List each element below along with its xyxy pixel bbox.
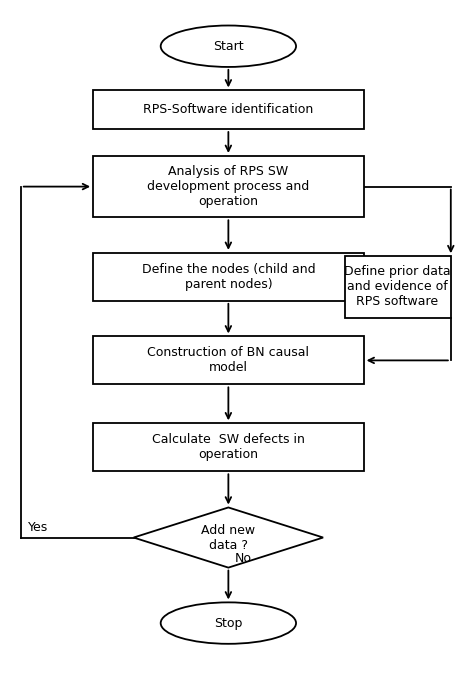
Ellipse shape — [161, 26, 296, 67]
Bar — [93, 90, 364, 129]
Bar — [345, 256, 451, 317]
Polygon shape — [133, 508, 323, 568]
Bar — [93, 423, 364, 471]
Text: No: No — [235, 553, 252, 565]
Bar — [93, 156, 364, 217]
Text: Define the nodes (child and
parent nodes): Define the nodes (child and parent nodes… — [141, 263, 315, 291]
Bar — [93, 336, 364, 384]
Text: Define prior data
and evidence of
RPS software: Define prior data and evidence of RPS so… — [344, 266, 451, 309]
Text: Analysis of RPS SW
development process and
operation: Analysis of RPS SW development process a… — [147, 165, 310, 208]
Text: Construction of BN causal
model: Construction of BN causal model — [147, 346, 309, 374]
Text: Add new
data ?: Add new data ? — [201, 524, 255, 551]
Text: Calculate  SW defects in
operation: Calculate SW defects in operation — [152, 433, 305, 461]
Text: Start: Start — [213, 40, 244, 53]
Text: Stop: Stop — [214, 617, 243, 630]
Bar — [93, 253, 364, 301]
Text: RPS-Software identification: RPS-Software identification — [143, 103, 313, 116]
Ellipse shape — [161, 603, 296, 644]
Text: Yes: Yes — [27, 521, 48, 534]
